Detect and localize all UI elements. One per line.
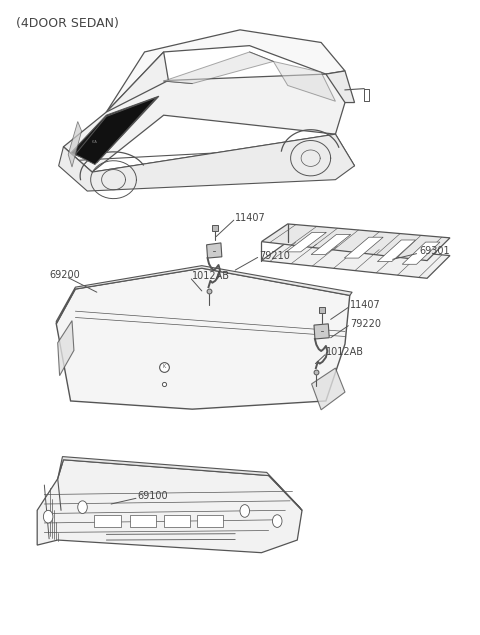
Polygon shape: [262, 224, 450, 260]
Text: 1012AB: 1012AB: [192, 271, 230, 281]
FancyBboxPatch shape: [95, 515, 120, 528]
Polygon shape: [314, 324, 329, 339]
Polygon shape: [311, 234, 351, 255]
Polygon shape: [402, 242, 440, 264]
Text: 79220: 79220: [350, 319, 381, 329]
Circle shape: [78, 501, 87, 514]
Polygon shape: [274, 62, 336, 101]
Text: KIA: KIA: [92, 140, 97, 144]
Polygon shape: [58, 321, 74, 376]
Text: (4DOOR SEDAN): (4DOOR SEDAN): [16, 17, 119, 30]
Polygon shape: [377, 240, 416, 262]
Polygon shape: [71, 97, 159, 163]
Polygon shape: [164, 52, 274, 84]
Polygon shape: [56, 268, 350, 409]
Text: 69100: 69100: [137, 491, 168, 501]
FancyBboxPatch shape: [130, 515, 156, 528]
Circle shape: [273, 515, 282, 528]
Polygon shape: [75, 98, 156, 164]
Text: 69200: 69200: [49, 269, 80, 279]
Polygon shape: [262, 242, 450, 278]
Text: 1012AB: 1012AB: [326, 347, 364, 358]
Text: 11407: 11407: [235, 213, 266, 223]
Text: 69301: 69301: [419, 246, 450, 256]
Polygon shape: [326, 71, 355, 102]
Text: 79210: 79210: [259, 251, 290, 260]
Text: K: K: [162, 364, 165, 370]
Polygon shape: [206, 243, 222, 258]
FancyBboxPatch shape: [197, 515, 223, 528]
Polygon shape: [68, 121, 82, 167]
Polygon shape: [107, 30, 345, 112]
Text: 11407: 11407: [350, 300, 381, 310]
Polygon shape: [312, 368, 345, 410]
Polygon shape: [63, 74, 345, 172]
FancyBboxPatch shape: [164, 515, 190, 528]
Polygon shape: [56, 265, 352, 324]
Circle shape: [43, 511, 53, 523]
Polygon shape: [58, 457, 302, 511]
Polygon shape: [59, 134, 355, 191]
Polygon shape: [286, 232, 326, 252]
Polygon shape: [344, 237, 383, 258]
Polygon shape: [107, 52, 168, 140]
Polygon shape: [37, 460, 302, 552]
Circle shape: [240, 505, 250, 518]
